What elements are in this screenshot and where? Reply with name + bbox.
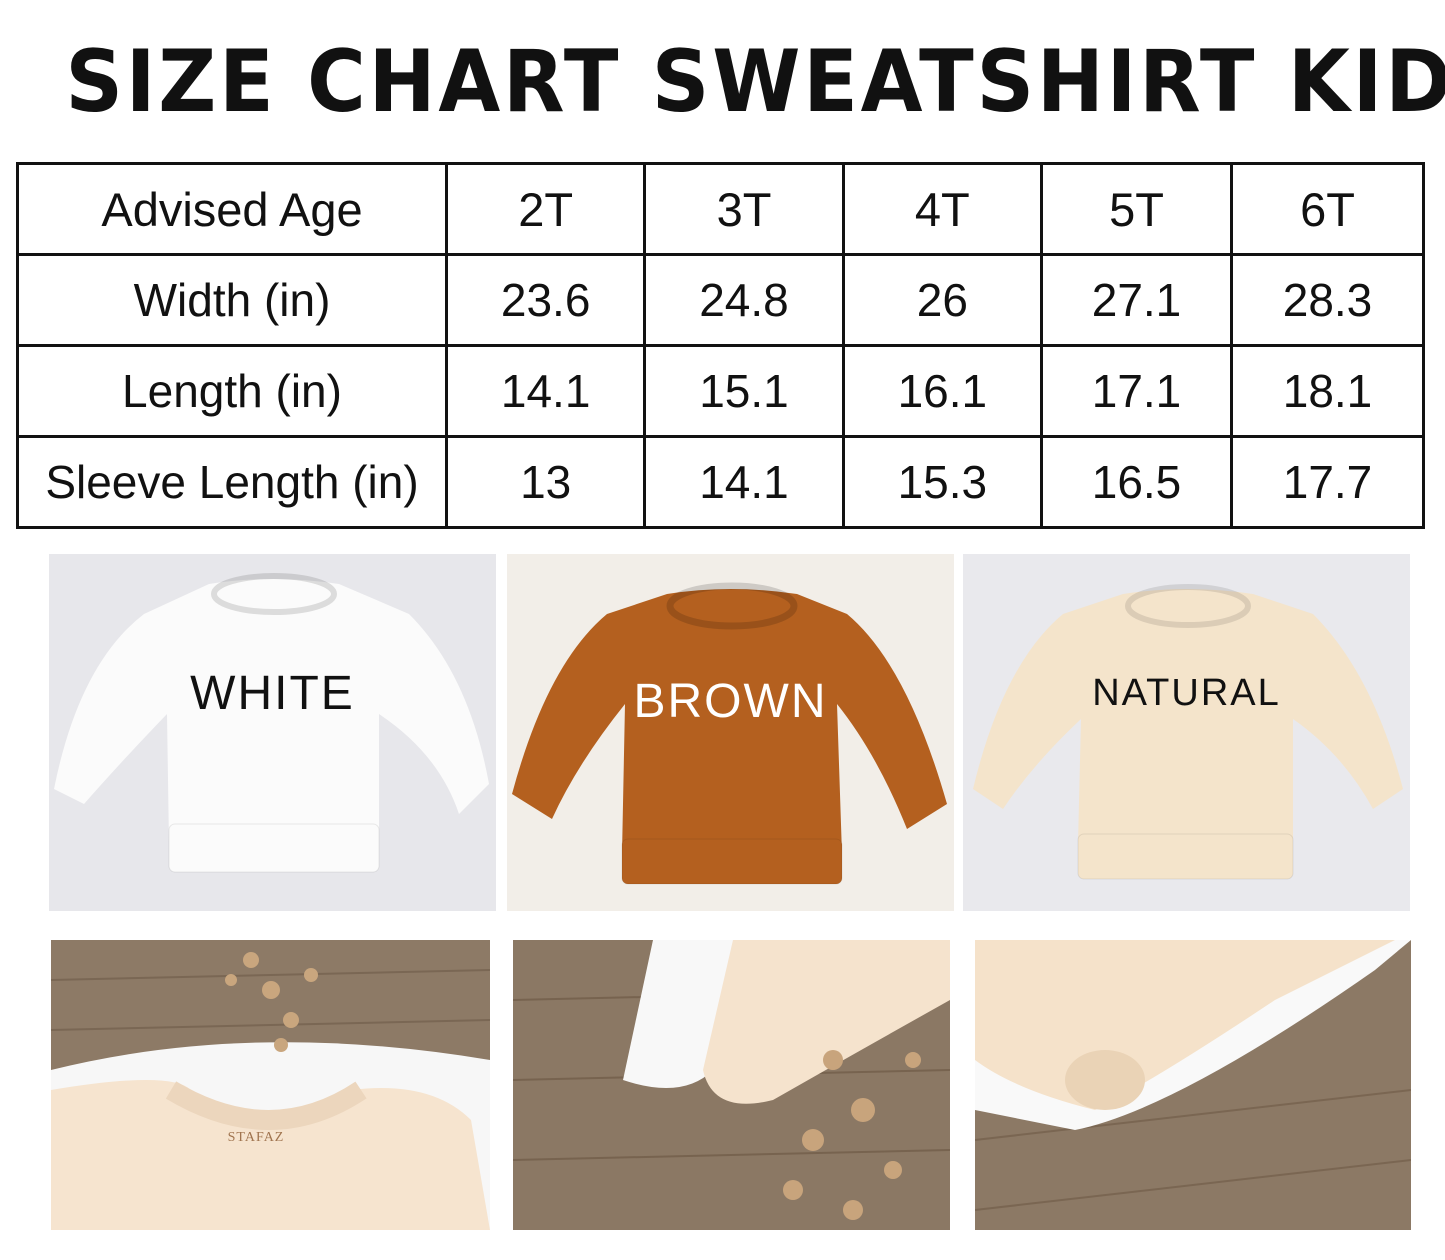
photo-collar-detail: STAFAZ xyxy=(51,940,490,1230)
table-cell: 16.5 xyxy=(1040,435,1233,529)
table-cell: 16.1 xyxy=(841,344,1044,438)
table-cell: 13 xyxy=(444,435,647,529)
table-cell: 17.7 xyxy=(1230,435,1425,529)
table-cell: 15.3 xyxy=(841,435,1044,529)
table-cell: 18.1 xyxy=(1230,344,1425,438)
sweatshirt-illustration xyxy=(507,554,954,911)
table-cell: 28.3 xyxy=(1230,253,1425,347)
table-cell: 27.1 xyxy=(1040,253,1233,347)
header-cell: 5T xyxy=(1040,162,1233,256)
photo-natural-sweatshirt: NATURAL xyxy=(963,554,1410,911)
photo-white-sweatshirt: WHITE xyxy=(49,554,496,911)
table-row: Length (in) 14.1 15.1 16.1 17.1 18.1 xyxy=(16,344,1425,438)
cuff-detail-illustration xyxy=(513,940,950,1230)
photo-hem-detail xyxy=(975,940,1411,1230)
table-cell: 26 xyxy=(841,253,1044,347)
table-header-row: Advised Age 2T 3T 4T 5T 6T xyxy=(16,162,1425,256)
table-cell: 14.1 xyxy=(643,435,845,529)
table-cell: 24.8 xyxy=(643,253,845,347)
photo-cuff-detail xyxy=(513,940,950,1230)
row-label: Length (in) xyxy=(16,344,448,438)
color-label-white: WHITE xyxy=(190,667,355,720)
page-title: SIZE CHART SWEATSHIRT KID xyxy=(65,32,1445,132)
table-cell: 23.6 xyxy=(444,253,647,347)
table-row: Sleeve Length (in) 13 14.1 15.3 16.5 17.… xyxy=(16,435,1425,529)
table-cell: 15.1 xyxy=(643,344,845,438)
photo-brown-sweatshirt: BROWN xyxy=(507,554,954,911)
size-chart-table: Advised Age 2T 3T 4T 5T 6T Width (in) 23… xyxy=(16,162,1425,529)
header-cell: 4T xyxy=(841,162,1044,256)
table-cell: 14.1 xyxy=(444,344,647,438)
sweatshirt-illustration xyxy=(963,554,1410,911)
header-cell: Advised Age xyxy=(16,162,448,256)
header-cell: 2T xyxy=(444,162,647,256)
collar-detail-illustration xyxy=(51,940,490,1230)
hem-detail-illustration xyxy=(975,940,1411,1230)
row-label: Sleeve Length (in) xyxy=(16,435,448,529)
header-cell: 6T xyxy=(1230,162,1425,256)
table-row: Width (in) 23.6 24.8 26 27.1 28.3 xyxy=(16,253,1425,347)
color-label-natural: NATURAL xyxy=(1092,672,1281,714)
header-cell: 3T xyxy=(643,162,845,256)
color-label-brown: BROWN xyxy=(633,675,828,728)
brand-tag-label: STAFAZ xyxy=(227,1130,285,1145)
table-cell: 17.1 xyxy=(1040,344,1233,438)
sweatshirt-illustration xyxy=(49,554,496,911)
row-label: Width (in) xyxy=(16,253,448,347)
